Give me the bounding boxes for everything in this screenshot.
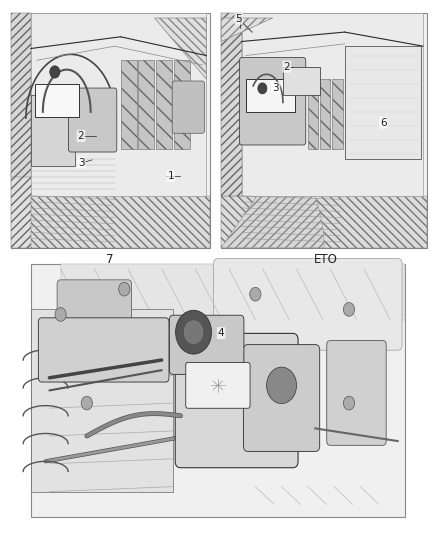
FancyBboxPatch shape — [240, 58, 306, 145]
FancyBboxPatch shape — [39, 318, 169, 382]
Wedge shape — [221, 152, 324, 248]
Bar — [283, 67, 320, 95]
Bar — [345, 46, 421, 159]
Bar — [31, 309, 173, 491]
Bar — [35, 84, 79, 117]
Bar — [156, 60, 173, 149]
FancyBboxPatch shape — [31, 13, 206, 196]
Bar — [332, 79, 343, 149]
Text: 2: 2 — [283, 62, 290, 71]
FancyBboxPatch shape — [327, 341, 386, 446]
Bar — [307, 79, 318, 149]
Circle shape — [81, 396, 92, 410]
Circle shape — [258, 83, 267, 94]
Circle shape — [343, 303, 355, 316]
Bar — [120, 60, 137, 149]
Bar — [174, 60, 190, 149]
Text: 3: 3 — [272, 83, 279, 93]
Text: 1: 1 — [167, 171, 174, 181]
Bar — [11, 13, 210, 248]
Text: 5: 5 — [235, 14, 242, 23]
Text: 6: 6 — [380, 118, 387, 127]
FancyBboxPatch shape — [172, 81, 205, 133]
Text: 7: 7 — [106, 253, 113, 266]
Circle shape — [184, 321, 203, 344]
Bar — [31, 264, 405, 517]
Circle shape — [250, 287, 261, 301]
Bar — [11, 173, 115, 248]
Text: 2: 2 — [78, 131, 85, 141]
FancyBboxPatch shape — [186, 362, 250, 408]
Circle shape — [55, 308, 66, 321]
Bar — [246, 79, 295, 112]
FancyBboxPatch shape — [175, 334, 298, 468]
Bar — [60, 264, 405, 320]
Text: 3: 3 — [78, 158, 85, 167]
Circle shape — [267, 367, 297, 403]
FancyBboxPatch shape — [242, 13, 423, 196]
Bar — [138, 60, 155, 149]
Bar — [221, 13, 242, 196]
Bar — [11, 13, 31, 177]
Polygon shape — [221, 18, 272, 42]
Circle shape — [119, 282, 130, 296]
Circle shape — [176, 310, 212, 354]
Circle shape — [50, 66, 60, 78]
Circle shape — [343, 396, 355, 410]
FancyBboxPatch shape — [68, 88, 117, 152]
Bar — [31, 95, 75, 166]
Bar — [221, 13, 427, 248]
Bar — [221, 196, 427, 248]
Polygon shape — [155, 18, 206, 79]
Bar — [320, 79, 330, 149]
FancyBboxPatch shape — [170, 316, 244, 374]
FancyBboxPatch shape — [57, 280, 131, 339]
FancyBboxPatch shape — [244, 345, 320, 451]
Text: ETO: ETO — [314, 253, 338, 266]
Bar — [31, 196, 210, 248]
Text: 4: 4 — [218, 328, 225, 338]
FancyBboxPatch shape — [214, 259, 402, 350]
